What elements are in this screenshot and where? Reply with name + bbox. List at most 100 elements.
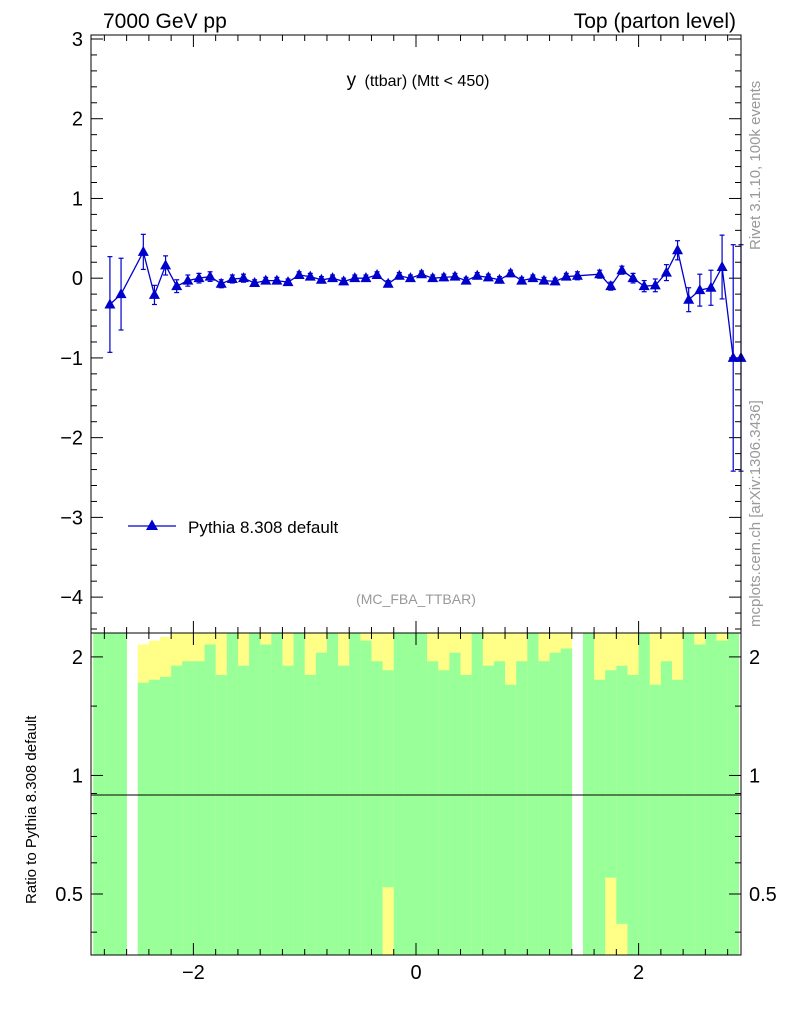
data-point [471,269,483,280]
ratio-frame [90,632,742,956]
data-point [193,272,205,283]
ratio-band-inner [493,661,506,955]
ratio-band-inner [694,644,706,955]
ratio-band-inner [293,633,305,955]
data-point [349,272,361,283]
data-point [705,281,717,292]
data-point [505,267,517,278]
main-title: y (ttbar) (Mtt < 450) [347,70,490,91]
legend-label: Pythia 8.308 default [188,518,339,537]
ratio-band-inner [338,665,350,955]
ratio-y-tick-label-left: 0.5 [55,884,83,906]
data-point [371,268,383,279]
data-point [260,274,272,285]
data-point [382,277,394,288]
ratio-band-inner [516,661,528,955]
ratio-band-inner [104,633,116,955]
ratio-band-inner [582,633,595,955]
ratio-band-inner [182,661,194,955]
ratio-band-inner [438,670,450,955]
ratio-band-inner [660,661,673,955]
data-point [171,280,183,291]
data-point [727,351,739,362]
main-y-tick-label: −4 [60,587,83,609]
main-y-tick-label: −1 [60,348,83,370]
ratio-band-inner [349,633,361,955]
data-point [137,245,149,256]
ratio-band-inner [371,661,383,955]
ratio-band-inner [460,674,472,955]
data-point [672,244,684,255]
ratio-band-inner [527,633,539,955]
main-y-tick-label: 1 [72,188,83,210]
ratio-band-inner [416,633,428,955]
main-y-tick-label: −3 [60,507,83,529]
data-point [293,268,305,279]
data-point [237,272,249,283]
ratio-band-inner [627,674,639,955]
ratio-band-inner [326,633,339,955]
ratio-band-inner [638,633,651,955]
data-point [215,277,227,288]
main-title-sub: (ttbar) (Mtt < 450) [365,73,490,90]
x-tick-label: 2 [633,962,644,984]
ratio-band-inner [315,652,328,955]
data-point [549,275,561,286]
data-point [271,274,283,285]
ratio-y-axis-label: Ratio to Pythia 8.308 default [23,715,40,904]
series-pythia [104,233,747,472]
data-point [627,272,639,283]
data-point [516,274,528,285]
main-y-tick-label: 3 [72,29,83,51]
main-y-tick-label: −2 [60,428,83,450]
ratio-band-inner [404,633,417,955]
data-point [204,270,216,281]
x-tick-label: −2 [182,962,205,984]
ratio-band-inner [594,679,606,955]
data-point [104,298,116,309]
ratio-bands [93,633,740,955]
data-point [716,261,728,272]
data-point [638,280,650,291]
data-point [226,272,238,283]
data-point [427,272,439,283]
ratio-band-inner [271,633,283,955]
main-panel: 3 2 1 0 −1 −2 −3 −4 y (ttbar) (Mtt < 450) (MC_F… [60,29,747,634]
data-point [449,270,461,281]
data-point [360,272,372,283]
data-point [571,269,583,280]
ratio-band-inner [505,684,517,955]
x-tick-label: 0 [410,962,421,984]
legend-marker [146,519,158,530]
ratio-band-inner [360,640,372,955]
ratio-band-inner [249,633,261,955]
ratio-band-inner [671,679,684,955]
ratio-band-inner [93,633,105,955]
data-point [649,279,661,290]
ratio-band-inner [237,665,250,955]
main-y-tick-label: 0 [72,268,83,290]
ratio-band-inner [727,633,740,955]
ratio-band-inner [538,661,550,955]
data-point [538,274,550,285]
data-point [694,284,706,295]
ratio-band-inner [471,633,484,955]
main-axis-ticks [91,35,741,633]
data-point [605,280,617,291]
ratio-band-inner [449,652,461,955]
ratio-band-inner [148,679,161,955]
ratio-band-inner [215,674,228,955]
data-point [304,270,316,281]
legend: Pythia 8.308 default [128,518,339,537]
ratio-band-inner [683,633,695,955]
main-title-var: y [347,70,357,91]
ratio-y-tick-label-right: 0.5 [749,884,777,906]
ratio-y-tick-label-right: 1 [749,765,760,787]
ratio-y-tick-labels: 0.5 0.5 1 1 2 2 [55,647,777,906]
data-point [594,268,606,279]
ratio-panel: 0.5 0.5 1 1 2 2 −2 0 2 Ratio to Pythia 8.308 de… [23,632,777,984]
series-line [109,248,741,359]
data-point [148,288,160,299]
ratio-band-inner [649,684,662,955]
data-point [327,272,339,283]
